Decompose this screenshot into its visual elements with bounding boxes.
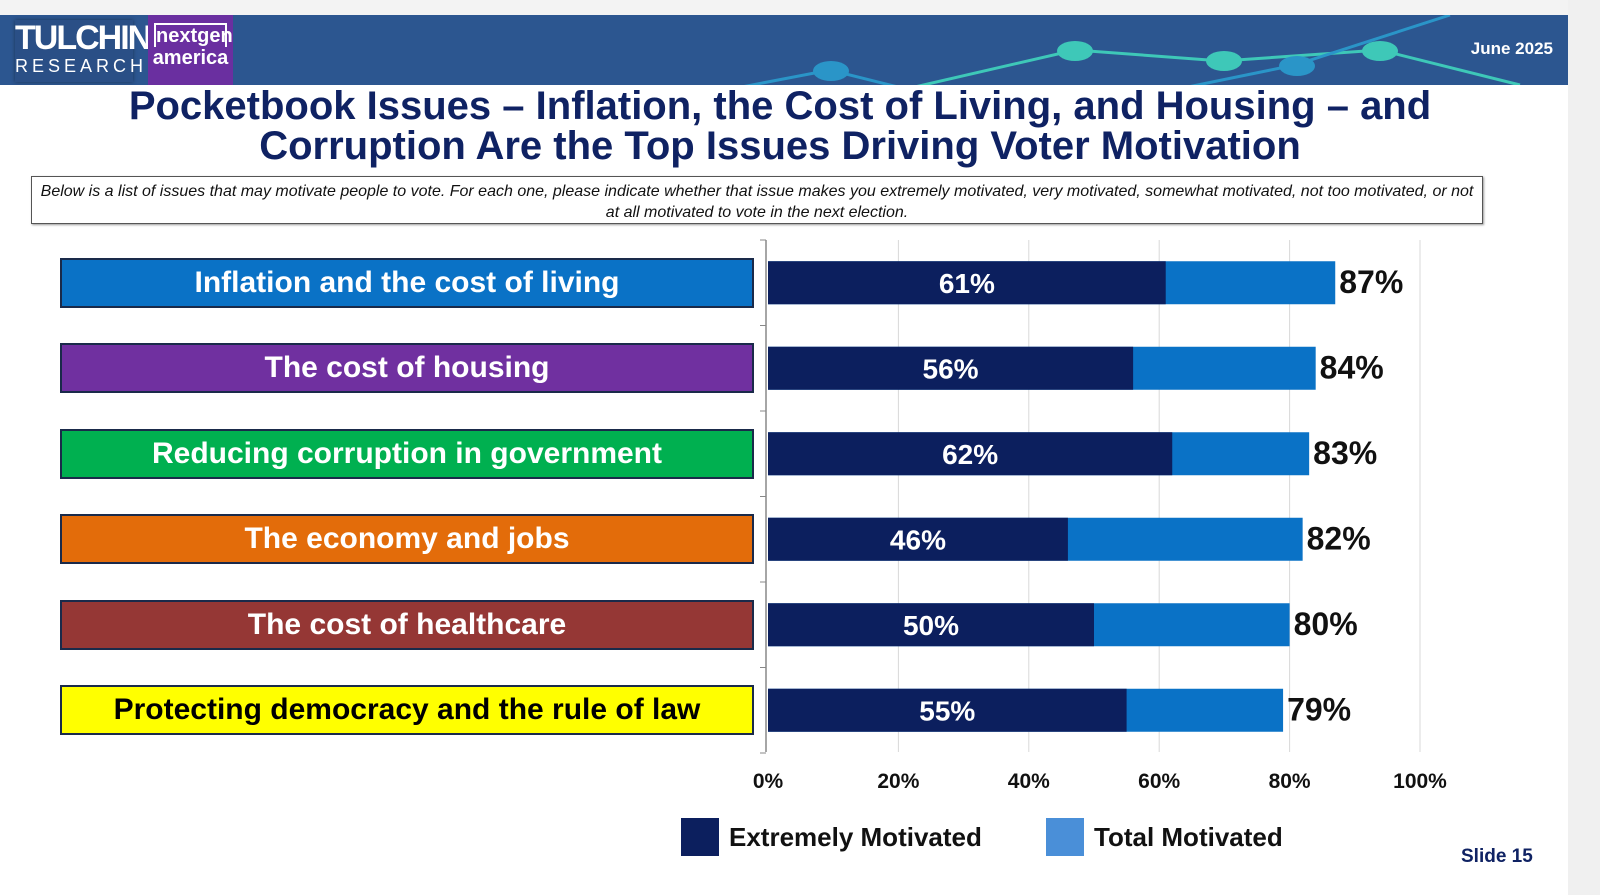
x-tick-label: 60% xyxy=(1138,770,1180,793)
data-label-total: 83% xyxy=(1313,435,1377,471)
legend-swatch xyxy=(1046,818,1084,856)
legend-item-extremely: Extremely Motivated xyxy=(681,818,982,856)
top-strip xyxy=(0,0,1600,15)
legend-swatch xyxy=(681,818,719,856)
bar-extremely-motivated xyxy=(768,517,1068,561)
data-label-total: 80% xyxy=(1294,606,1358,642)
data-label-total: 87% xyxy=(1339,264,1403,300)
category-label: The cost of housing xyxy=(60,343,754,394)
data-label-total: 84% xyxy=(1320,349,1384,385)
x-tick-label: 0% xyxy=(753,770,784,793)
decorative-network-graphic xyxy=(744,15,1521,85)
page-title: Pocketbook Issues – Inflation, the Cost … xyxy=(128,84,1432,168)
data-label-extremely: 46% xyxy=(890,524,946,555)
header-banner: TULCHIN RESEARCH nextgen america June 2025 xyxy=(0,15,1568,85)
slide-number: Slide 15 xyxy=(1461,846,1533,867)
date-label: June 2025 xyxy=(1470,39,1553,58)
bar-extremely-motivated xyxy=(768,432,1173,476)
category-label: Protecting democracy and the rule of law xyxy=(60,685,754,736)
data-label-extremely: 56% xyxy=(923,353,979,384)
legend-item-total: Total Motivated xyxy=(1046,818,1283,856)
category-label: Inflation and the cost of living xyxy=(60,257,754,308)
x-tick-label: 100% xyxy=(1393,770,1447,793)
category-label: The cost of healthcare xyxy=(60,599,754,650)
bar-extremely-motivated xyxy=(768,261,1166,305)
x-tick-label: 20% xyxy=(877,770,919,793)
category-label: Reducing corruption in government xyxy=(60,428,754,479)
bar-extremely-motivated xyxy=(768,603,1094,647)
data-label-total: 79% xyxy=(1287,691,1351,727)
data-label-extremely: 62% xyxy=(942,439,998,470)
legend-label: Extremely Motivated xyxy=(729,821,982,852)
nextgen-america-logo: nextgen america xyxy=(148,15,233,85)
question-text: Below is a list of issues that may motiv… xyxy=(31,176,1483,224)
tulchin-logo: TULCHIN RESEARCH xyxy=(15,20,152,82)
data-label-extremely: 61% xyxy=(939,268,995,299)
data-label-extremely: 50% xyxy=(903,610,959,641)
data-label-extremely: 55% xyxy=(919,695,975,726)
data-label-total: 82% xyxy=(1307,520,1371,556)
bar-extremely-motivated xyxy=(768,688,1127,732)
x-tick-label: 40% xyxy=(1008,770,1050,793)
right-strip xyxy=(1568,0,1600,895)
bar-extremely-motivated xyxy=(768,346,1134,390)
category-label: The economy and jobs xyxy=(60,514,754,565)
legend-label: Total Motivated xyxy=(1094,821,1283,852)
x-tick-label: 80% xyxy=(1269,770,1311,793)
